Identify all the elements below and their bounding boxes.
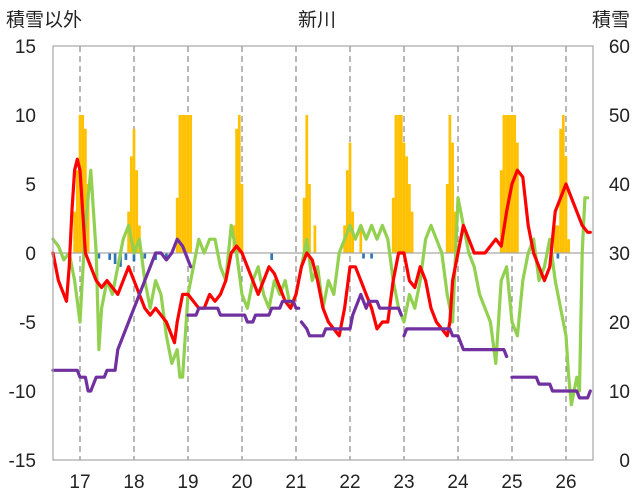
bar xyxy=(73,211,76,253)
bar xyxy=(445,184,449,253)
bar xyxy=(240,184,244,253)
right-tick-label: 40 xyxy=(609,175,630,196)
left-axis-title: 積雪以外 xyxy=(6,9,82,31)
bar-series xyxy=(73,115,571,267)
left-axis-ticks: 15 10 5 0 -5 -10 -15 xyxy=(9,37,36,472)
bar xyxy=(448,115,452,253)
x-tick-label: 17 xyxy=(69,472,90,493)
left-tick-label: 10 xyxy=(15,106,36,127)
right-axis-ticks: 60 50 40 30 20 10 0 xyxy=(609,37,630,472)
bar xyxy=(507,115,511,253)
bar xyxy=(86,184,90,253)
x-tick-label: 21 xyxy=(285,472,306,493)
bar xyxy=(370,253,373,259)
x-axis-ticks: 17 18 19 20 21 22 23 24 25 26 xyxy=(69,472,576,493)
bar xyxy=(451,142,454,253)
bar xyxy=(97,253,101,259)
left-tick-label: 15 xyxy=(15,37,36,58)
bar xyxy=(165,253,168,259)
bar xyxy=(308,184,311,253)
left-tick-label: -10 xyxy=(9,382,36,403)
bar xyxy=(178,115,182,253)
bar xyxy=(513,115,517,253)
x-tick-label: 22 xyxy=(339,472,360,493)
bar xyxy=(567,239,571,253)
bar xyxy=(113,253,117,265)
bar xyxy=(84,128,87,253)
series-line xyxy=(299,292,403,338)
left-tick-label: 5 xyxy=(25,175,36,196)
bar xyxy=(175,197,179,253)
bar xyxy=(235,128,238,253)
series-line xyxy=(51,168,590,407)
bar xyxy=(405,156,409,253)
bar xyxy=(559,128,562,253)
bar xyxy=(237,115,241,253)
bar xyxy=(135,170,139,253)
x-tick-label: 19 xyxy=(177,472,198,493)
bar xyxy=(553,225,557,253)
bar xyxy=(362,253,365,259)
bar xyxy=(132,253,136,262)
right-tick-label: 20 xyxy=(609,313,630,334)
bar xyxy=(132,128,136,253)
bar xyxy=(189,115,193,253)
bar xyxy=(505,115,508,253)
series-line xyxy=(51,237,193,393)
bar xyxy=(408,184,411,253)
bar xyxy=(556,225,560,253)
bar xyxy=(345,170,349,253)
line-series xyxy=(51,157,592,407)
bar xyxy=(402,142,406,253)
right-tick-label: 50 xyxy=(609,106,630,127)
x-tick-label: 24 xyxy=(447,472,469,493)
series-line xyxy=(510,375,592,400)
bar xyxy=(561,115,565,253)
chart-title: 新川 xyxy=(298,9,336,31)
bar xyxy=(502,115,506,253)
right-tick-label: 60 xyxy=(609,37,630,58)
bar xyxy=(348,142,352,253)
x-tick-label: 20 xyxy=(231,472,252,493)
bar xyxy=(399,115,403,253)
series-line xyxy=(186,299,301,324)
bar xyxy=(270,253,274,260)
bar xyxy=(143,253,147,259)
left-tick-label: 0 xyxy=(25,244,36,265)
left-tick-label: -5 xyxy=(19,313,36,334)
x-tick-label: 26 xyxy=(555,472,576,493)
bar xyxy=(186,115,190,253)
plot-frame xyxy=(52,45,594,461)
series-line xyxy=(51,157,592,345)
bar xyxy=(391,197,395,253)
bar xyxy=(81,115,85,253)
series-line xyxy=(402,327,509,359)
bar xyxy=(499,170,503,253)
right-axis-title: 積雪 xyxy=(592,9,630,31)
bar xyxy=(313,225,317,253)
bar xyxy=(305,115,309,253)
bar xyxy=(556,253,560,259)
x-tick-label: 23 xyxy=(393,472,414,493)
left-tick-label: -15 xyxy=(9,451,36,472)
bar xyxy=(183,115,187,253)
right-tick-label: 10 xyxy=(609,382,630,403)
bar xyxy=(75,170,79,253)
right-tick-label: 30 xyxy=(609,244,630,265)
bar xyxy=(564,156,568,253)
x-tick-label: 25 xyxy=(501,472,522,493)
bar xyxy=(108,253,112,260)
x-tick-label: 18 xyxy=(123,472,144,493)
bar xyxy=(181,115,184,253)
bar xyxy=(516,142,519,253)
bar xyxy=(124,253,128,260)
bar xyxy=(394,115,398,253)
bar xyxy=(129,156,133,253)
right-tick-label: 0 xyxy=(619,451,630,472)
bar xyxy=(410,211,414,253)
bar xyxy=(359,225,363,253)
bar xyxy=(302,197,306,253)
bar xyxy=(397,115,400,253)
